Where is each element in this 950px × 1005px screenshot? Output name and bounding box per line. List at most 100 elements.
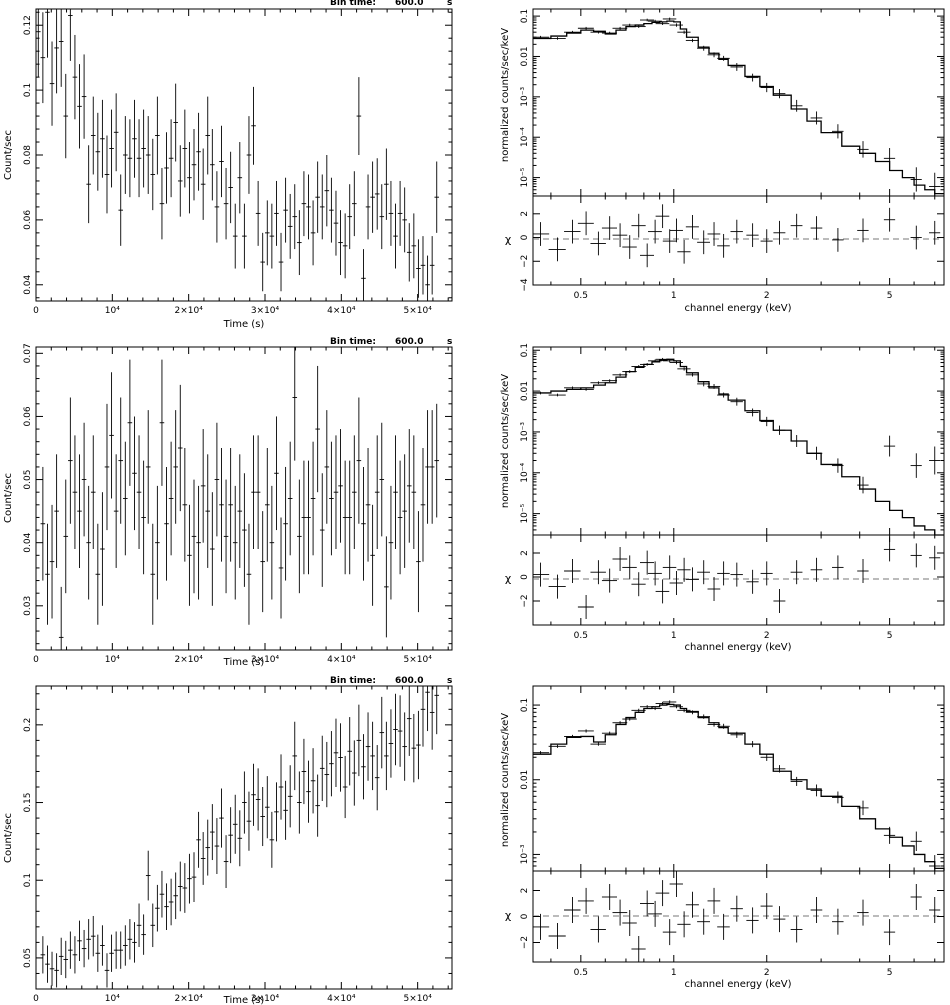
spectrum-point (631, 365, 646, 368)
spectrum-point (612, 721, 628, 725)
y-tick-label: 0.01 (520, 381, 530, 401)
data-point (292, 347, 298, 461)
data-point (356, 397, 362, 524)
data-point (159, 359, 165, 486)
data-point (255, 180, 261, 246)
residual-tick-label: −2 (520, 255, 530, 268)
data-point (269, 485, 275, 600)
spectrum-point (564, 30, 581, 34)
residual-point (577, 595, 594, 619)
spectrum-point (717, 55, 730, 61)
data-point (81, 54, 87, 139)
residual-point (717, 561, 730, 586)
x-tick-label: 1 (671, 968, 677, 978)
data-point (68, 931, 73, 969)
y-axis-label: Count/sec (3, 473, 14, 523)
spectrum-panel-2: 0.5 1 2 5 10⁻⁵ 10⁻⁴ 10⁻³ 0.01 0.1 −2 0 2 channel en… (500, 343, 945, 653)
residual-frame (532, 195, 945, 286)
y-tick-label: 0.01 (520, 770, 530, 790)
axis-ticks (533, 9, 944, 286)
data-point (127, 919, 133, 960)
residual-point (707, 887, 721, 914)
data-point (168, 441, 174, 556)
data-point (434, 403, 440, 518)
residual-tick-label: −2 (520, 936, 530, 949)
data-point (182, 863, 188, 913)
data-point (274, 782, 279, 842)
data-point (173, 83, 178, 162)
residual-point (857, 559, 869, 583)
residual-point (655, 579, 670, 604)
data-point (374, 745, 380, 811)
residual-point (533, 562, 550, 587)
spectrum-points (533, 700, 941, 871)
residual-point (601, 216, 618, 240)
data-point (361, 734, 366, 800)
data-point (324, 155, 330, 227)
data-point (164, 466, 169, 581)
spectrum-point (639, 363, 654, 366)
data-point (86, 919, 91, 960)
data-point (205, 96, 211, 175)
data-point (187, 853, 192, 904)
data-point (141, 109, 146, 188)
spectrum-point (790, 99, 803, 112)
residual-point (612, 547, 628, 571)
spectrum-point (622, 23, 637, 27)
data-point (283, 466, 288, 581)
y-tick-label: 0.01 (520, 46, 530, 66)
spectrum-point (857, 476, 869, 494)
data-point (196, 485, 201, 600)
data-point (429, 236, 435, 295)
data-point (40, 12, 46, 104)
spectrum-point (677, 367, 691, 371)
data-point (77, 64, 82, 149)
residual-tick-label: −4 (520, 278, 530, 292)
spectrum-point (790, 776, 803, 786)
spectrum-point (669, 360, 683, 365)
axis-tick-labels: 0 10⁴ 2×10⁴ 3×10⁴ 4×10⁴ 5×10⁴ 0.05 0.1 0.15 0.2 (23, 718, 432, 1004)
residual-point (590, 916, 606, 943)
spectrum-point (533, 35, 550, 39)
y-tick-label: 0.1 (520, 698, 530, 712)
data-point (104, 403, 110, 531)
data-point (347, 184, 353, 250)
x-tick-label: 2 (764, 291, 770, 301)
spectrum-point (648, 359, 662, 363)
spectrum-point (832, 458, 844, 473)
data-point (411, 435, 417, 549)
residual-point (564, 897, 581, 923)
spectrum-point (662, 17, 677, 21)
bin-time-unit: s (447, 676, 452, 686)
data-point (242, 473, 247, 587)
data-point (420, 236, 426, 295)
spectrum-point (631, 25, 646, 28)
residual-point (622, 910, 637, 936)
data-point (393, 435, 398, 549)
model-step (533, 358, 944, 536)
residual-point (677, 239, 691, 264)
y-tick-label: 0.08 (23, 145, 33, 165)
data-point (393, 203, 398, 269)
residual-point (655, 204, 670, 229)
data-point (196, 811, 201, 868)
data-point (347, 460, 353, 575)
data-point (136, 903, 142, 948)
data-point (173, 872, 178, 920)
spectrum-point (707, 383, 721, 389)
spectrum-point (857, 141, 869, 158)
data-point (274, 180, 279, 246)
y-tick-label: 0.1 (23, 873, 33, 887)
data-point (210, 804, 215, 861)
data-point (411, 713, 417, 783)
x-tick-label: 2×10⁴ (174, 655, 203, 665)
spectrum-point (910, 453, 922, 478)
data-point (352, 435, 357, 549)
residual-tick-label: 2 (520, 888, 530, 894)
data-point (274, 416, 279, 531)
spectrum-point (612, 26, 628, 30)
data-point (251, 763, 256, 826)
spectrum-point (773, 765, 786, 773)
data-point (237, 810, 243, 867)
